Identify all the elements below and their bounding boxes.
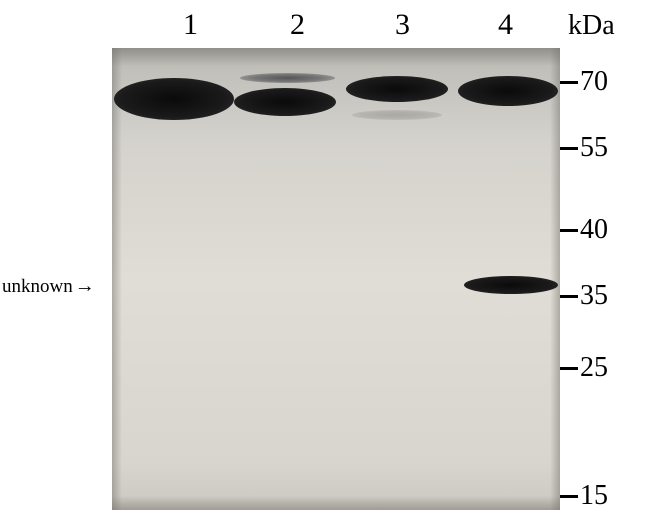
- band-lane3-faint: [352, 110, 442, 120]
- band-lane2-top-faint: [240, 73, 335, 83]
- band-lane4-70kda: [458, 76, 558, 106]
- marker-35: 35: [560, 280, 608, 312]
- tick-icon: [560, 147, 578, 150]
- figure-container: 1 2 3 4 kDa 70 55 40 35 25 15: [0, 0, 650, 520]
- lane-1-label: 1: [183, 8, 198, 42]
- lane-2-label: 2: [290, 8, 305, 42]
- kda-unit-label: kDa: [568, 10, 615, 42]
- band-lane2-70kda: [234, 88, 336, 116]
- lane-3-label: 3: [395, 8, 410, 42]
- arrow-right-icon: →: [75, 275, 95, 298]
- tick-icon: [560, 495, 578, 498]
- tick-icon: [560, 229, 578, 232]
- marker-25: 25: [560, 352, 608, 384]
- band-lane1-70kda: [114, 78, 234, 120]
- tick-icon: [560, 81, 578, 84]
- marker-40: 40: [560, 214, 608, 246]
- marker-40-value: 40: [580, 214, 608, 246]
- unknown-band-label: unknown →: [2, 275, 95, 298]
- marker-25-value: 25: [580, 352, 608, 384]
- band-lane3-70kda: [346, 76, 448, 102]
- unknown-text: unknown: [2, 276, 73, 298]
- marker-55: 55: [560, 132, 608, 164]
- marker-35-value: 35: [580, 280, 608, 312]
- band-lane4-35kda: [464, 276, 558, 294]
- tick-icon: [560, 295, 578, 298]
- marker-70: 70: [560, 66, 608, 98]
- lane-4-label: 4: [498, 8, 513, 42]
- marker-70-value: 70: [580, 66, 608, 98]
- marker-15: 15: [560, 480, 608, 512]
- western-blot-image: [112, 48, 560, 510]
- marker-55-value: 55: [580, 132, 608, 164]
- marker-15-value: 15: [580, 480, 608, 512]
- tick-icon: [560, 367, 578, 370]
